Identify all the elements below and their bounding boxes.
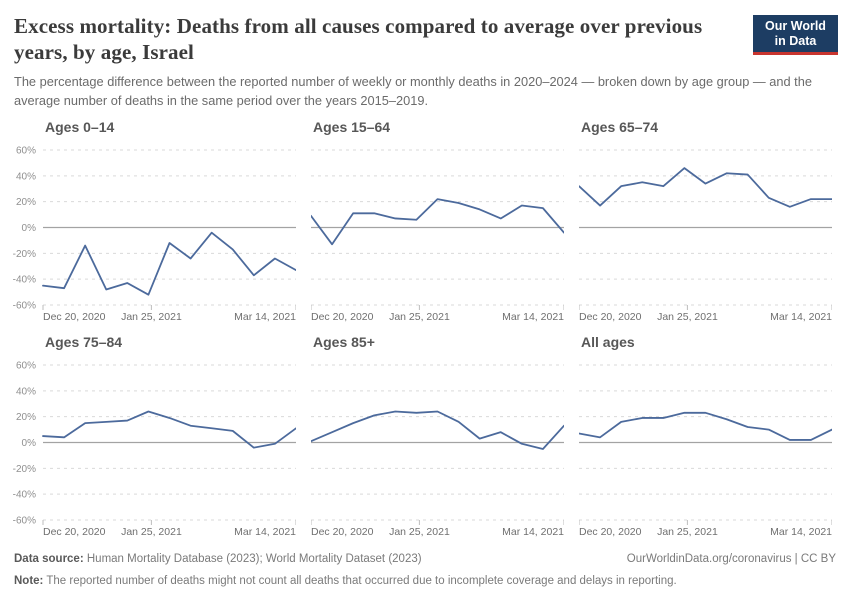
chart-panel-ages-85: Ages 85+ Dec 20, 2020 Jan 25, 2021 Mar 14, … — [311, 334, 564, 541]
x-axis-labels: Dec 20, 2020 Jan 25, 2021 Mar 14, 2021 — [579, 526, 832, 541]
note-label: Note: — [14, 574, 44, 587]
x-tick-label: Dec 20, 2020 — [311, 525, 374, 538]
chart-panel-ages-75-84: Ages 75–84 60% 40% 20% 0% -20% -40% -60% Dec 20,… — [10, 334, 296, 541]
owid-logo-line2: in Data — [774, 34, 817, 48]
y-tick-label: 20% — [16, 412, 36, 423]
chart-panel-title: Ages 75–84 — [45, 333, 123, 350]
chart-panel-ages-15-64: Ages 15–64 Dec 20, 2020 Jan 25, 2021 Mar 14… — [311, 119, 564, 326]
data-line — [311, 410, 564, 450]
x-tick-label: Dec 20, 2020 — [579, 310, 642, 323]
chart-plot — [579, 149, 832, 310]
chart-panel-title: Ages 65–74 — [581, 118, 659, 135]
x-tick-label: Mar 14, 2021 — [770, 525, 832, 538]
x-tick-label: Dec 20, 2020 — [43, 310, 106, 323]
page-title: Excess mortality: Deaths from all causes… — [14, 14, 703, 64]
chart-header: Excess mortality: Deaths from all causes… — [0, 0, 850, 111]
data-line — [579, 166, 832, 208]
y-tick-label: -20% — [13, 248, 36, 259]
y-tick-label: 60% — [16, 145, 36, 156]
data-source-text: Human Mortality Database (2023); World M… — [83, 552, 422, 565]
x-tick-label: Jan 25, 2021 — [657, 525, 718, 538]
owid-link[interactable]: OurWorldinData.org/coronavirus | CC BY — [626, 552, 836, 565]
chart-plot: 60% 40% 20% 0% -20% -40% -60% — [13, 360, 296, 526]
chart-subtitle: The percentage difference between the re… — [14, 74, 812, 108]
chart-plot — [311, 149, 564, 310]
chart-panel-title: Ages 15–64 — [313, 118, 391, 135]
x-tick-label: Dec 20, 2020 — [311, 310, 374, 323]
chart-panel-ages-0-14: Ages 0–14 60% 40% 20% 0% -20% -40% -60% Dec 20, … — [10, 119, 296, 326]
data-line — [42, 231, 296, 296]
y-tick-label: 40% — [16, 386, 36, 397]
y-tick-label: -60% — [13, 515, 36, 526]
y-tick-label: -40% — [13, 274, 36, 285]
x-tick-label: Dec 20, 2020 — [43, 525, 106, 538]
y-tick-label: -60% — [13, 300, 36, 311]
data-line — [311, 197, 564, 245]
x-tick-label: Mar 14, 2021 — [502, 525, 564, 538]
chart-panel-title: Ages 85+ — [313, 333, 375, 350]
chart-panel-ages-65-74: Ages 65–74 Dec 20, 2020 Jan 25, 2021 Mar 14… — [579, 119, 832, 326]
x-tick-label: Jan 25, 2021 — [657, 310, 718, 323]
x-axis-labels: Dec 20, 2020 Jan 25, 2021 Mar 14, 2021 — [311, 526, 564, 541]
y-tick-label: 40% — [16, 171, 36, 182]
x-axis-labels: Dec 20, 2020 Jan 25, 2021 Mar 14, 2021 — [579, 311, 832, 326]
x-tick-label: Mar 14, 2021 — [770, 310, 832, 323]
y-tick-label: 0% — [22, 438, 37, 449]
x-tick-label: Mar 14, 2021 — [234, 525, 296, 538]
small-multiples-grid: Ages 0–14 60% 40% 20% 0% -20% -40% -60% Dec 20, … — [10, 119, 850, 541]
y-tick-label: -40% — [13, 489, 36, 500]
chart-panel-all-ages: All ages Dec 20, 2020 Jan 25, 2021 Mar 14, … — [579, 334, 832, 541]
chart-plot — [579, 364, 832, 525]
x-tick-label: Jan 25, 2021 — [121, 525, 182, 538]
x-tick-label: Mar 14, 2021 — [502, 310, 564, 323]
chart-plot — [311, 364, 564, 525]
data-line — [579, 411, 832, 441]
x-tick-label: Dec 20, 2020 — [579, 525, 642, 538]
chart-plot: 60% 40% 20% 0% -20% -40% -60% — [13, 145, 296, 311]
x-tick-label: Mar 14, 2021 — [234, 310, 296, 323]
x-tick-label: Jan 25, 2021 — [389, 525, 450, 538]
y-tick-label: 60% — [16, 360, 36, 371]
data-line — [42, 410, 296, 449]
x-tick-label: Jan 25, 2021 — [121, 310, 182, 323]
x-axis-labels: Dec 20, 2020 Jan 25, 2021 Mar 14, 2021 — [43, 311, 296, 326]
note-line: Note: The reported number of deaths migh… — [14, 573, 836, 589]
chart-footer: Data source: Human Mortality Database (2… — [14, 551, 836, 589]
owid-logo-line1: Our World — [765, 19, 826, 33]
owid-logo[interactable]: Our World in Data — [753, 15, 838, 55]
data-source-label: Data source: — [14, 552, 84, 565]
x-axis-labels: Dec 20, 2020 Jan 25, 2021 Mar 14, 2021 — [43, 526, 296, 541]
y-tick-label: -20% — [13, 463, 36, 474]
data-source-line: Data source: Human Mortality Database (2… — [14, 551, 422, 567]
chart-panel-title: Ages 0–14 — [45, 118, 115, 135]
y-tick-label: 0% — [22, 223, 37, 234]
y-tick-label: 20% — [16, 197, 36, 208]
note-text: The reported number of deaths might not … — [43, 574, 677, 587]
x-axis-labels: Dec 20, 2020 Jan 25, 2021 Mar 14, 2021 — [311, 311, 564, 326]
chart-panel-title: All ages — [581, 333, 635, 350]
x-tick-label: Jan 25, 2021 — [389, 310, 450, 323]
